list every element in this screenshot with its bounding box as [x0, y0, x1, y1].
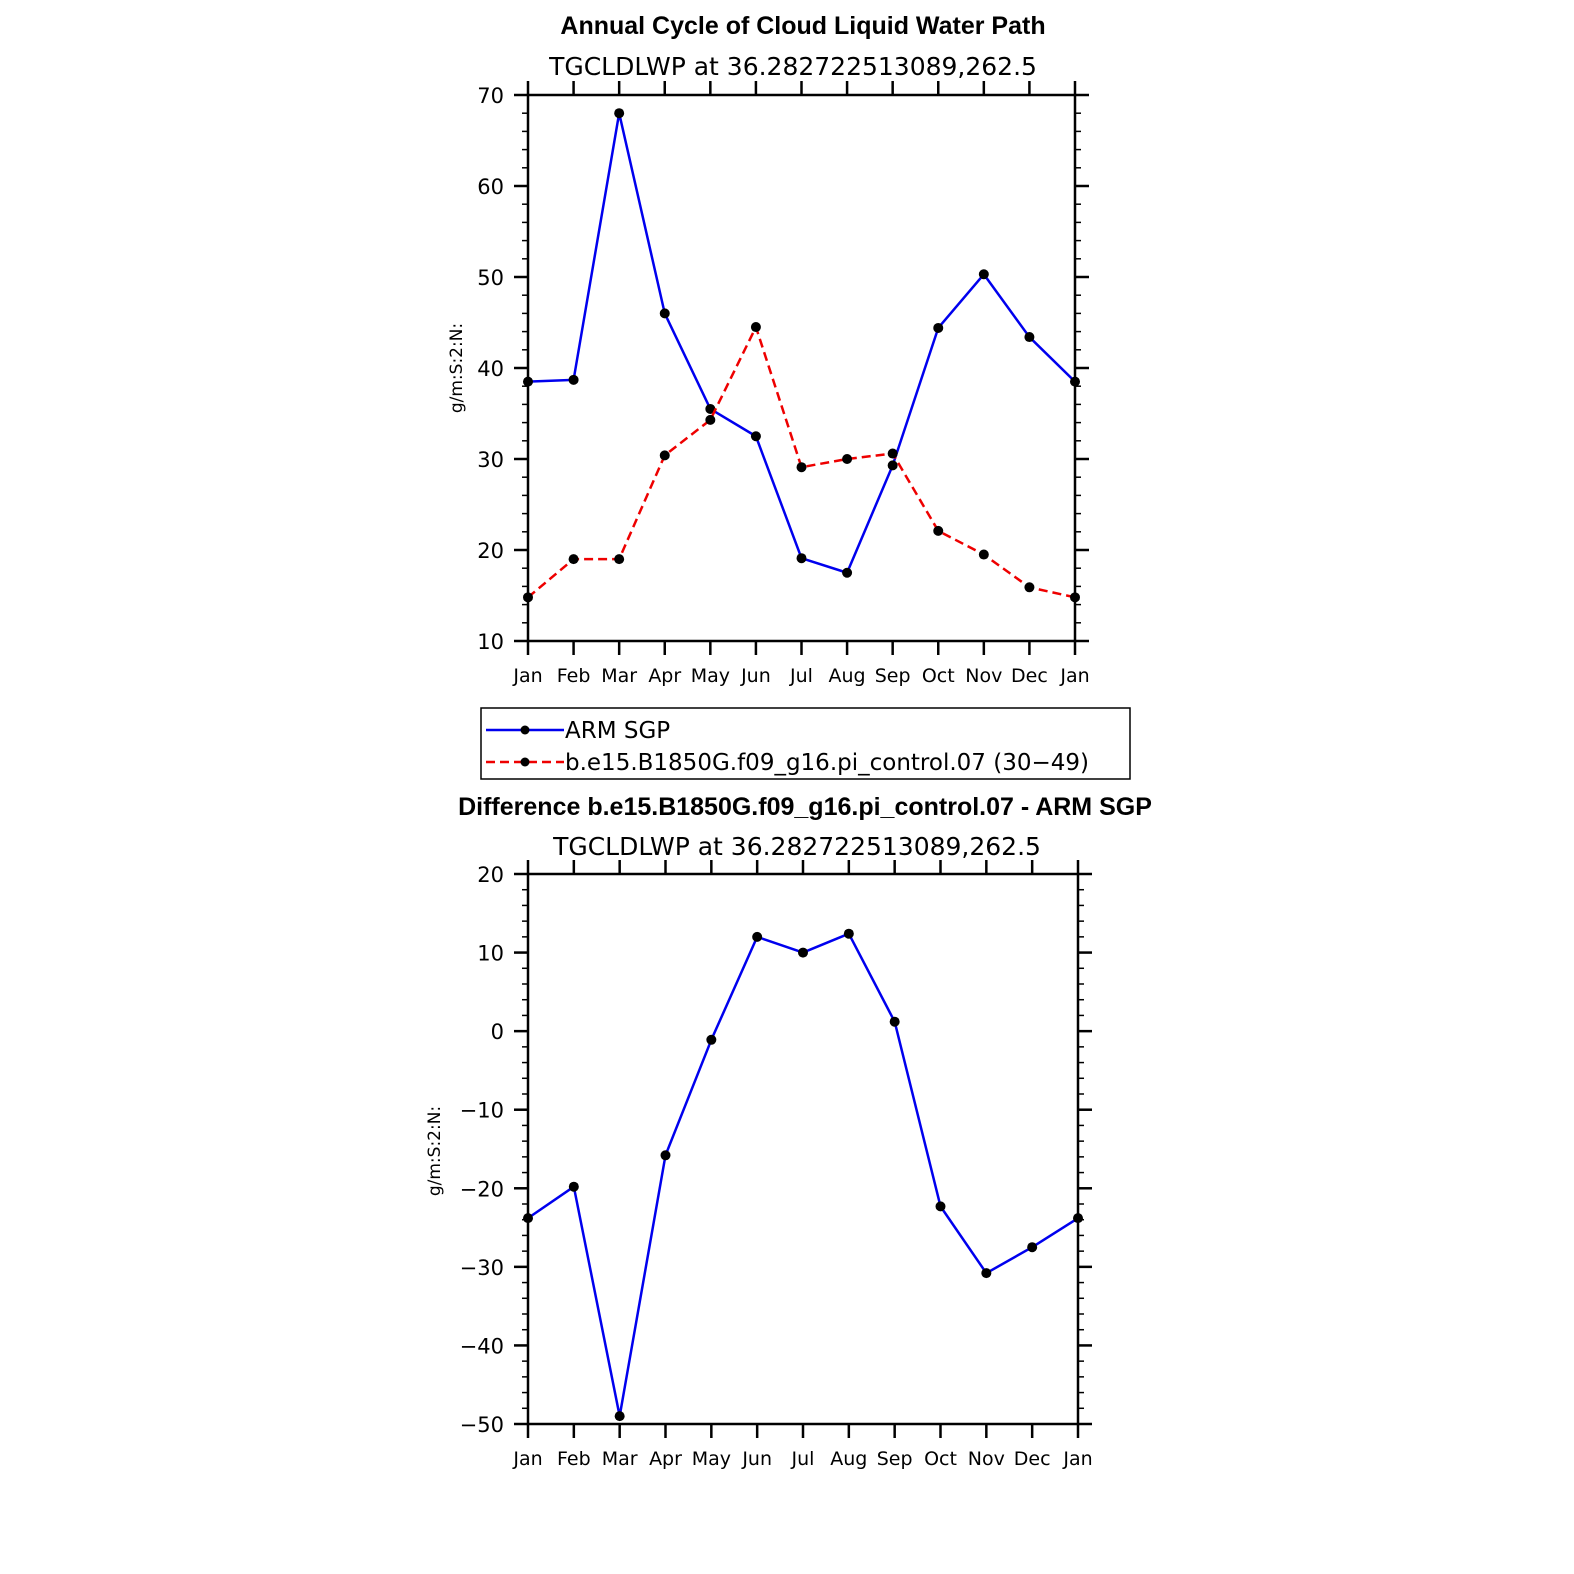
chart2-point-difference-nov [981, 1268, 992, 1279]
chart1-subtitle: TGCLDLWP at 36.282722513089,262.5 [548, 52, 1037, 81]
chart1-point-arm-sgp-may [705, 403, 716, 414]
chart1-point-arm-sgp-sep [887, 460, 898, 471]
chart2-point-difference-aug [843, 928, 854, 939]
legend-label-arm-sgp: ARM SGP [565, 718, 670, 744]
chart2-y-tick-label: 10 [477, 942, 504, 966]
chart2-x-tick-label: Jan [1062, 1448, 1092, 1470]
chart1-point-arm-sgp-apr [659, 308, 670, 319]
chart1-y-tick-label: 20 [477, 539, 504, 563]
chart1-point-arm-sgp-jan [523, 376, 533, 387]
chart1-point-b-e15-b1850g-f09-g16-pi-contro-oct [933, 525, 944, 536]
chart2-point-difference-oct [935, 1201, 946, 1212]
chart2-y-tick-label: −10 [460, 1099, 504, 1123]
chart1-y-tick-label: 70 [477, 84, 504, 108]
chart1-point-b-e15-b1850g-f09-g16-pi-contro-jan [523, 592, 533, 603]
chart1-x-tick-label: Feb [557, 665, 591, 687]
chart1-point-b-e15-b1850g-f09-g16-pi-contro-aug [842, 454, 853, 464]
chart1-y-tick-label: 40 [477, 357, 504, 381]
chart2-x-tick-label: Apr [649, 1448, 682, 1470]
chart1-y-tick-label: 10 [477, 630, 504, 654]
chart2-ylabel: g/m:S:2:N: [425, 1106, 445, 1196]
chart1-x-tick-label: Sep [875, 665, 911, 687]
chart1-x-tick-label: Jun [740, 665, 771, 687]
chart2-y-tick-label: −20 [460, 1177, 504, 1201]
chart1-series-line-arm-sgp [527, 111, 1076, 574]
chart2-point-difference-jan [523, 1213, 533, 1224]
chart1-x-tick-label: Jan [512, 665, 542, 687]
chart1-ylabel: g/m:S:2:N: [447, 323, 467, 413]
chart2-x-tick-label: Sep [877, 1448, 913, 1470]
chart2-x-tick-label: Jun [741, 1448, 772, 1470]
chart2-point-difference-sep [889, 1016, 900, 1027]
chart2-point-difference-jul [798, 947, 808, 958]
chart2-x-tick-label: May [692, 1448, 731, 1470]
chart1-point-arm-sgp-nov [978, 269, 989, 280]
chart1-x-tick-label: Nov [965, 665, 1002, 687]
chart2-x-tick-label: Jan [512, 1448, 542, 1470]
chart1-point-arm-sgp-feb [568, 374, 579, 385]
chart2-series-line-difference [527, 932, 1079, 1418]
chart2-point-difference-jan [1073, 1213, 1083, 1224]
chart1-x-tick-label: Mar [601, 665, 637, 687]
chart1-point-arm-sgp-mar [614, 108, 625, 119]
chart2-point-difference-dec [1027, 1242, 1038, 1253]
chart1-x-tick-label: Apr [648, 665, 681, 687]
chart1-x-tick-label: Jul [789, 665, 813, 687]
chart1-point-arm-sgp-aug [842, 567, 853, 578]
chart1-point-b-e15-b1850g-f09-g16-pi-contro-jan [1070, 592, 1080, 603]
chart2-point-difference-may [706, 1034, 717, 1045]
chart1-point-b-e15-b1850g-f09-g16-pi-contro-nov [978, 549, 989, 560]
chart1-y-tick-label: 30 [477, 448, 504, 472]
chart2-point-difference-feb [568, 1181, 579, 1192]
chart1-x-tick-label: Oct [922, 665, 955, 687]
chart2-x-tick-label: Aug [830, 1448, 867, 1470]
chart1-point-b-e15-b1850g-f09-g16-pi-contro-sep [887, 448, 898, 459]
chart2-x-tick-label: Oct [924, 1448, 957, 1470]
chart2-plot-area: 20 10 0 −10 −20 −30 −40 −50 Jan Feb Mar Apr May Jun Ju… [460, 860, 1093, 1470]
chart2-x-tick-label: Mar [602, 1448, 638, 1470]
chart1-legend: ARM SGP b.e15.B1850G.f09_g16.pi_control.… [480, 707, 1131, 780]
chart1-point-arm-sgp-jun [750, 431, 761, 442]
chart2-y-tick-label: −30 [460, 1256, 504, 1280]
chart2-y-tick-label: −40 [460, 1334, 504, 1358]
chart1-x-tick-label: Dec [1011, 665, 1048, 687]
chart2-point-difference-mar [614, 1411, 625, 1422]
chart1-x-tick-label: Aug [829, 665, 866, 687]
chart2-subtitle: TGCLDLWP at 36.282722513089,262.5 [552, 832, 1041, 861]
chart1-point-b-e15-b1850g-f09-g16-pi-contro-may [705, 414, 716, 425]
chart1-x-tick-label: May [691, 665, 730, 687]
chart1-x-tick-label: Jan [1059, 665, 1089, 687]
chart1-point-b-e15-b1850g-f09-g16-pi-contro-apr [659, 450, 670, 461]
chart1-title: Annual Cycle of Cloud Liquid Water Path [560, 12, 1045, 40]
chart2-y-tick-label: 20 [477, 863, 504, 887]
chart2-x-tick-label: Nov [968, 1448, 1005, 1470]
chart1-point-arm-sgp-jul [796, 553, 807, 564]
chart1-point-b-e15-b1850g-f09-g16-pi-contro-dec [1024, 582, 1035, 593]
chart1-point-arm-sgp-oct [933, 322, 944, 333]
chart1-point-b-e15-b1850g-f09-g16-pi-contro-jul [796, 462, 807, 473]
chart2-point-difference-jun [752, 931, 763, 942]
chart2-title: Difference b.e15.B1850G.f09_g16.pi_contr… [458, 793, 1152, 821]
chart2-x-tick-label: Jul [791, 1448, 815, 1470]
legend-marker-arm-sgp [520, 725, 530, 735]
chart1-y-tick-label: 60 [477, 175, 504, 199]
legend-box [480, 707, 1131, 780]
chart1-point-b-e15-b1850g-f09-g16-pi-contro-mar [614, 554, 625, 565]
chart2-x-tick-label: Feb [557, 1448, 591, 1470]
legend-marker-model [520, 757, 530, 767]
legend-label-model: b.e15.B1850G.f09_g16.pi_control.07 (30−4… [565, 750, 1089, 776]
chart1-point-arm-sgp-dec [1024, 332, 1035, 343]
chart2-y-tick-label: −50 [460, 1413, 504, 1437]
chart1-y-tick-label: 50 [477, 266, 504, 290]
chart1-plot-area: 70 60 50 40 30 20 10 Jan Feb Mar Apr May Jun Jul Aug Se… [477, 81, 1090, 687]
chart2-x-tick-label: Dec [1014, 1448, 1051, 1470]
chart1-point-b-e15-b1850g-f09-g16-pi-contro-feb [568, 554, 579, 565]
chart2-point-difference-apr [660, 1150, 671, 1161]
chart2-y-tick-label: 0 [491, 1020, 504, 1044]
chart1-point-arm-sgp-jan [1070, 376, 1080, 387]
chart1-point-b-e15-b1850g-f09-g16-pi-contro-jun [750, 322, 761, 333]
